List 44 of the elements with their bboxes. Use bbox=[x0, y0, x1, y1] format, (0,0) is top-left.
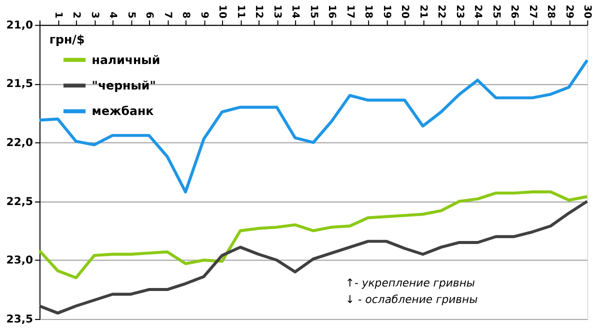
x-tick-label: 14 bbox=[290, 4, 301, 19]
line-series bbox=[38, 200, 589, 315]
x-tick-label: 9 bbox=[198, 12, 210, 19]
x-tick-label: 19 bbox=[380, 4, 392, 19]
x-tick-label: 1 bbox=[52, 12, 64, 19]
x-tick-label: 4 bbox=[107, 12, 118, 19]
x-tick-label: 2 bbox=[70, 12, 82, 18]
x-tick-label: 30 bbox=[582, 4, 593, 19]
annotation: ↑- укрепление гривны bbox=[345, 276, 476, 290]
y-tick-label: 22,5 bbox=[6, 194, 34, 208]
x-tick-label: 6 bbox=[144, 12, 155, 19]
x-tick-label: 5 bbox=[125, 12, 136, 19]
x-tick-label: 10 bbox=[216, 4, 228, 19]
y-tick-label: 21,5 bbox=[6, 77, 34, 90]
x-tick-label: 12 bbox=[253, 4, 264, 18]
y-tick-label: 22,0 bbox=[6, 136, 34, 149]
x-tick-label: 13 bbox=[271, 4, 282, 19]
x-tick-label: 28 bbox=[545, 4, 556, 19]
x-tick-label: 25 bbox=[490, 4, 502, 19]
line-series bbox=[38, 190, 589, 280]
y-tick-label: 23,5 bbox=[6, 312, 34, 326]
annotation: ↓ - ослабление гривны bbox=[345, 293, 478, 306]
x-tick-label: 23 bbox=[454, 4, 465, 19]
legend-label: "черный" bbox=[92, 78, 156, 93]
x-tick-label: 22 bbox=[436, 4, 447, 18]
legend-label: наличный bbox=[92, 52, 160, 67]
y-axis-title: грн/$ bbox=[49, 32, 85, 47]
x-tick-label: 20 bbox=[399, 4, 410, 19]
legend-label: межбанк bbox=[92, 104, 154, 118]
x-tick-label: 27 bbox=[526, 4, 538, 19]
x-tick-label: 29 bbox=[563, 4, 574, 19]
x-tick-label: 18 bbox=[362, 4, 374, 19]
x-tick-label: 3 bbox=[88, 12, 100, 19]
x-tick-label: 8 bbox=[180, 12, 192, 19]
x-tick-label: 24 bbox=[472, 4, 484, 19]
x-tick-label: 17 bbox=[344, 4, 356, 19]
x-tick-label: 11 bbox=[234, 4, 246, 19]
x-tick-label: 21 bbox=[417, 4, 428, 19]
y-tick-label: 23,0 bbox=[6, 254, 34, 267]
y-tick-label: 21,0 bbox=[6, 18, 34, 32]
x-tick-label: 7 bbox=[162, 12, 173, 19]
x-tick-label: 16 bbox=[326, 4, 338, 19]
x-tick-label: 26 bbox=[508, 4, 520, 19]
x-tick-label: 15 bbox=[308, 4, 319, 19]
